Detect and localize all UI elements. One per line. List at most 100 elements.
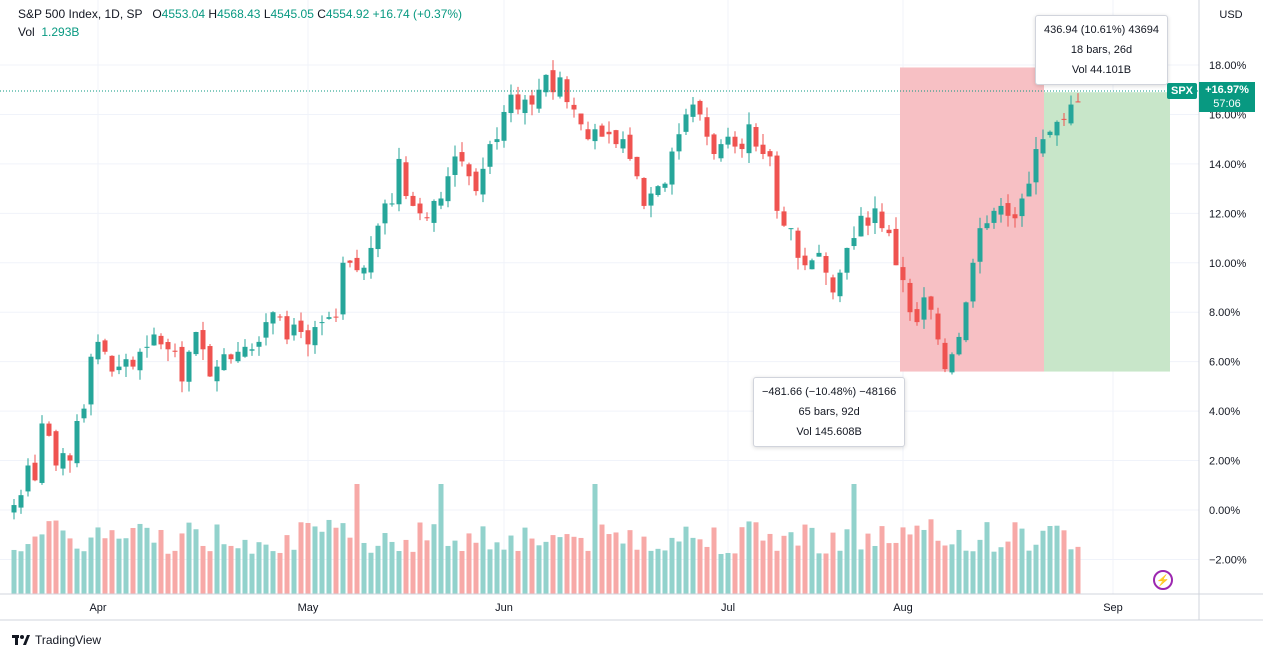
volume-bar (18, 551, 24, 594)
high-label: H (208, 7, 218, 21)
volume-bar (102, 538, 108, 594)
range-up-box (1044, 92, 1170, 372)
candle-body (305, 330, 311, 345)
volume-bar (704, 546, 710, 594)
volume-bar (683, 526, 689, 594)
candle-body (214, 366, 220, 382)
volume-bar (697, 539, 703, 594)
volume-bar (466, 533, 472, 594)
volume-bar (53, 520, 59, 594)
candle-body (53, 431, 59, 466)
volume-bar (669, 537, 675, 594)
volume-bar (487, 549, 493, 594)
price-tick-label: 4.00% (1209, 406, 1240, 418)
candle-body (431, 200, 437, 223)
time-axis[interactable]: AprMayJunJulAugSepOctNov (89, 602, 1263, 614)
candle-body (557, 77, 563, 97)
volume-bar (914, 525, 920, 594)
volume-bar (116, 538, 122, 594)
volume-bar (557, 537, 563, 594)
candle-body (690, 104, 696, 117)
candle-body (977, 228, 983, 262)
volume-bar (893, 542, 899, 594)
volume-bar (172, 550, 178, 594)
volume-bar (270, 551, 276, 594)
volume-bar (606, 534, 612, 594)
price-tick-label: 18.00% (1209, 60, 1247, 72)
volume-bar (809, 527, 815, 594)
volume-bar (452, 540, 458, 594)
volume-bar (501, 549, 507, 594)
volume-bar (739, 527, 745, 594)
candle-body (1033, 149, 1039, 183)
candle-body (67, 455, 73, 461)
volume-bar (39, 534, 45, 594)
low-value: 4545.05 (270, 7, 314, 21)
volume-bar (564, 534, 570, 594)
candle-body (571, 104, 577, 110)
candle-body (473, 171, 479, 192)
volume-bar (823, 553, 829, 594)
volume-bar (578, 537, 584, 594)
volume-bar (284, 535, 290, 594)
volume-bar (207, 551, 213, 594)
candle-body (984, 223, 990, 229)
volume-bar (123, 538, 129, 594)
candle-body (585, 129, 591, 140)
volume-bar (361, 542, 367, 594)
close-value: 4554.92 (325, 7, 370, 21)
volume-bar (718, 553, 724, 594)
price-tick-label: 0.00% (1209, 505, 1240, 517)
tradingview-brand[interactable]: TradingView (35, 633, 102, 647)
candle-body (151, 334, 157, 346)
volume-bar (529, 538, 535, 594)
volume-bar (431, 524, 437, 594)
volume-bar (746, 521, 752, 594)
candle-body (256, 341, 262, 347)
volume-bar (11, 549, 17, 594)
candle-body (634, 156, 640, 177)
candle-body (445, 176, 451, 202)
volume-bar (1019, 528, 1025, 594)
candle-body (578, 113, 584, 125)
candle-body (487, 144, 493, 167)
bar-countdown: 57:06 (1213, 98, 1241, 110)
candle-body (543, 74, 549, 93)
candle-body (508, 94, 514, 114)
candle-body (760, 144, 766, 154)
candle-body (284, 316, 290, 340)
candle-body (165, 342, 171, 350)
time-tick-label: Jul (721, 602, 735, 614)
candle-body (130, 359, 136, 367)
candle-body (718, 144, 724, 159)
volume-bar (984, 522, 990, 594)
volume-bar (95, 527, 101, 594)
candle-body (809, 260, 815, 270)
candle-body (858, 215, 864, 237)
symbol-legend: S&P 500 Index, 1D, SP O4553.04 H4568.43 … (18, 6, 462, 40)
lightning-icon[interactable]: ⚡ (1153, 570, 1173, 590)
volume-bar (298, 522, 304, 594)
candle-body (529, 95, 535, 105)
candle-body (466, 164, 472, 177)
volume-bar (277, 552, 283, 594)
price-axis[interactable]: 18.00% 16.00% 14.00% 12.00% 10.00% 8.00% 6.00%… (1209, 60, 1247, 566)
symbol-title[interactable]: S&P 500 Index, 1D, SP (18, 7, 143, 21)
candle-body (25, 465, 31, 492)
candle-body (900, 267, 906, 281)
currency-button[interactable]: USD (1219, 9, 1243, 21)
volume-bar (389, 541, 395, 594)
close-label: C (317, 7, 326, 21)
volume-bar (263, 544, 269, 594)
candle-body (291, 324, 297, 336)
candle-body (1019, 198, 1025, 217)
volume-bar (571, 536, 577, 594)
price-tick-label: 2.00% (1209, 456, 1240, 468)
volume-bar (536, 545, 542, 594)
candle-body (88, 356, 94, 405)
volume-bar (648, 550, 654, 594)
candle-body (137, 351, 143, 371)
volume-bar (620, 543, 626, 594)
volume-bar (186, 522, 192, 594)
